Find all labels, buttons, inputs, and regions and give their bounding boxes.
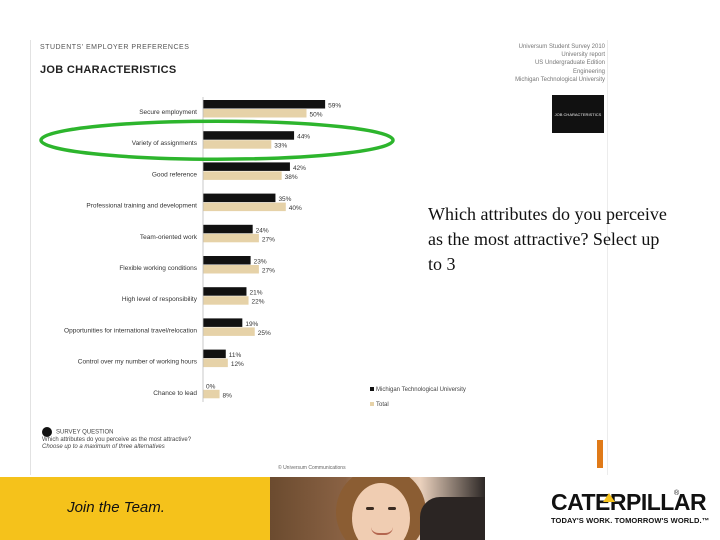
photo-shoulder bbox=[420, 497, 485, 540]
value-label: 22% bbox=[252, 299, 265, 306]
category-label: Good reference bbox=[152, 171, 198, 178]
report-kicker: STUDENTS' EMPLOYER PREFERENCES bbox=[40, 44, 190, 51]
bar bbox=[203, 171, 282, 180]
value-label: 11% bbox=[229, 352, 242, 359]
bar bbox=[203, 140, 272, 149]
report-title: JOB CHARACTERISTICS bbox=[40, 64, 177, 76]
bar bbox=[203, 265, 259, 274]
logo-registered-mark: ® bbox=[674, 490, 680, 497]
category-label: Control over my number of working hours bbox=[78, 359, 198, 366]
bar bbox=[203, 287, 247, 296]
survey-dot-icon bbox=[42, 427, 52, 437]
legend-item: Michigan Technological University bbox=[370, 383, 466, 398]
bar bbox=[203, 193, 276, 203]
bar bbox=[203, 109, 307, 118]
caterpillar-logo: CATERPILLAR ® TODAY'S WORK. TOMORROW'S W… bbox=[485, 477, 720, 540]
value-label: 8% bbox=[223, 392, 233, 399]
logo-triangle-icon bbox=[603, 493, 615, 502]
survey-heading: SURVEY QUESTION bbox=[56, 429, 114, 436]
source-line: Engineering bbox=[572, 68, 605, 75]
value-label: 25% bbox=[258, 330, 271, 337]
value-label: 12% bbox=[231, 361, 244, 368]
category-label: Professional training and development bbox=[86, 203, 197, 210]
value-label: 19% bbox=[245, 321, 258, 328]
value-label: 27% bbox=[262, 268, 275, 275]
bar bbox=[203, 318, 243, 327]
photo-eye bbox=[366, 507, 374, 510]
value-label: 27% bbox=[262, 236, 275, 243]
value-label: 33% bbox=[274, 143, 287, 150]
value-label: 38% bbox=[285, 174, 298, 181]
value-label: 23% bbox=[254, 259, 267, 266]
value-label: 40% bbox=[289, 205, 302, 212]
photo-eye bbox=[388, 507, 396, 510]
value-label: 42% bbox=[293, 165, 306, 172]
bar bbox=[203, 256, 251, 265]
bar bbox=[203, 349, 226, 359]
value-label: 35% bbox=[278, 196, 291, 203]
bar bbox=[203, 100, 326, 109]
team-member-photo bbox=[270, 477, 485, 540]
survey-question: Which attributes do you perceive as the … bbox=[42, 437, 192, 443]
source-line: Universum Student Survey 2010 bbox=[518, 44, 605, 50]
source-block: Universum Student Survey 2010 University… bbox=[465, 43, 605, 84]
source-line: US Undergraduate Edition bbox=[534, 60, 605, 67]
report-credit: © Universum Communications bbox=[278, 465, 346, 471]
category-label: Chance to lead bbox=[153, 390, 197, 397]
join-the-team-slogan: Join the Team. bbox=[67, 499, 165, 516]
bar bbox=[203, 233, 259, 243]
legend-item: Total bbox=[370, 398, 466, 413]
section-badge: JOB CHARACTERISTICS bbox=[552, 95, 604, 133]
category-label: Opportunities for international travel/r… bbox=[64, 327, 197, 334]
category-label: Flexible working conditions bbox=[119, 265, 197, 272]
legend-label: Total bbox=[376, 402, 389, 408]
legend-swatch bbox=[370, 402, 374, 407]
value-label: 59% bbox=[328, 103, 341, 110]
source-line: University report bbox=[561, 52, 605, 59]
category-label: High level of responsibility bbox=[122, 296, 198, 303]
value-label: 50% bbox=[310, 112, 323, 119]
legend-swatch bbox=[370, 387, 374, 392]
bar bbox=[203, 162, 290, 171]
bar bbox=[203, 202, 286, 212]
bar bbox=[203, 131, 295, 140]
bar bbox=[203, 327, 255, 336]
legend-label: Michigan Technological University bbox=[376, 387, 466, 393]
logo-tagline: TODAY'S WORK. TOMORROW'S WORLD.™ bbox=[551, 516, 710, 525]
photo-smile bbox=[371, 527, 393, 535]
value-label: 24% bbox=[256, 227, 269, 234]
source-line: Michigan Technological University bbox=[515, 76, 605, 83]
bar bbox=[203, 358, 228, 368]
value-label: 21% bbox=[249, 290, 262, 297]
category-label: Variety of assignments bbox=[132, 140, 198, 147]
value-label: 44% bbox=[297, 134, 310, 141]
bar bbox=[203, 224, 253, 234]
bar bbox=[203, 389, 220, 399]
slide-question: Which attributes do you perceive as the … bbox=[428, 204, 667, 274]
category-label: Team-oriented work bbox=[140, 234, 198, 241]
survey-question-block: SURVEY QUESTION Which attributes do you … bbox=[42, 427, 191, 451]
footer-yellow-panel: Join the Team. bbox=[0, 477, 270, 540]
footer: Join the Team. CATERPILLAR ® TODAY'S WOR… bbox=[0, 477, 720, 540]
value-label: 0% bbox=[206, 383, 216, 390]
survey-note: Choose up to a maximum of three alternat… bbox=[42, 444, 165, 450]
accent-bar bbox=[597, 440, 603, 468]
logo-wordmark: CATERPILLAR bbox=[551, 489, 707, 515]
section-badge-text: JOB CHARACTERISTICS bbox=[554, 111, 602, 117]
highlight-ellipse bbox=[39, 119, 395, 161]
bar bbox=[203, 296, 249, 305]
category-label: Secure employment bbox=[139, 109, 197, 116]
chart-legend: Michigan Technological University Total bbox=[370, 383, 466, 413]
report-panel bbox=[30, 40, 608, 475]
